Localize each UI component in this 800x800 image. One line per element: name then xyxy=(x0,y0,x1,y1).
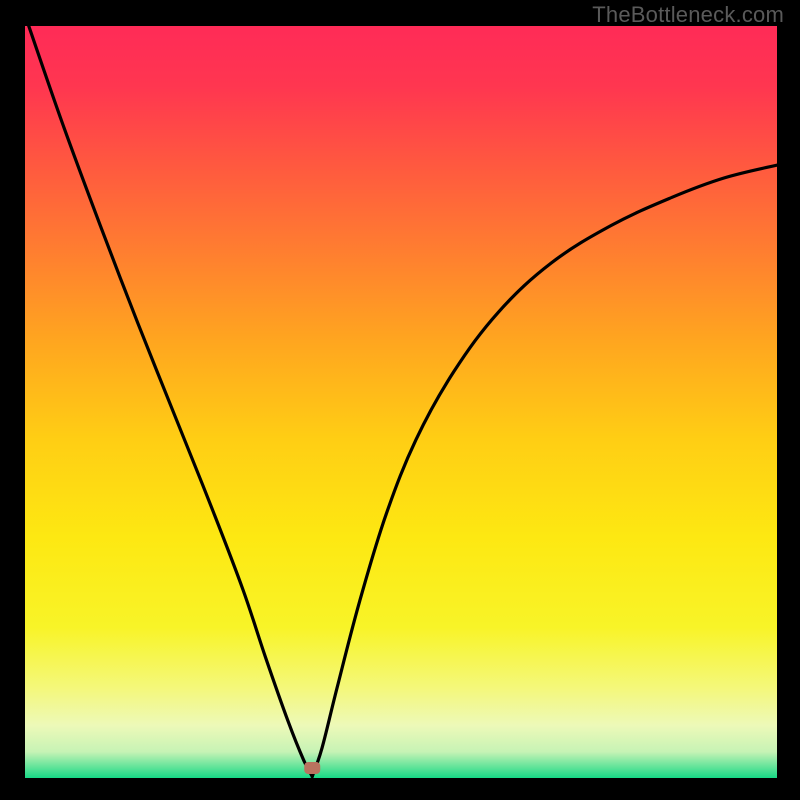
heatmap-gradient xyxy=(25,26,777,778)
watermark-text: TheBottleneck.com xyxy=(592,2,784,28)
plot-area xyxy=(25,26,777,778)
